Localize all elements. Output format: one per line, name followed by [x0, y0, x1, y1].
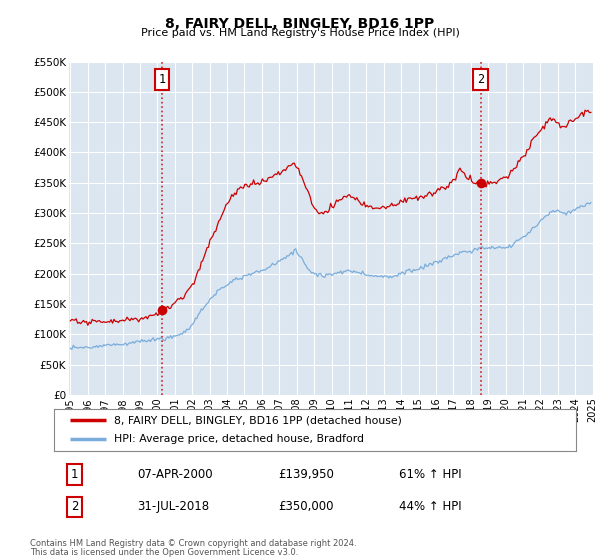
Text: 8, FAIRY DELL, BINGLEY, BD16 1PP (detached house): 8, FAIRY DELL, BINGLEY, BD16 1PP (detach… [114, 415, 402, 425]
Text: 1: 1 [158, 73, 166, 86]
Text: £350,000: £350,000 [278, 500, 334, 514]
Text: HPI: Average price, detached house, Bradford: HPI: Average price, detached house, Brad… [114, 435, 364, 445]
Text: 44% ↑ HPI: 44% ↑ HPI [398, 500, 461, 514]
Text: 07-APR-2000: 07-APR-2000 [137, 468, 213, 481]
Text: Contains HM Land Registry data © Crown copyright and database right 2024.: Contains HM Land Registry data © Crown c… [30, 539, 356, 548]
Text: 2: 2 [71, 500, 79, 514]
Text: 61% ↑ HPI: 61% ↑ HPI [398, 468, 461, 481]
Text: Price paid vs. HM Land Registry's House Price Index (HPI): Price paid vs. HM Land Registry's House … [140, 28, 460, 38]
Text: 1: 1 [71, 468, 79, 481]
Text: 2: 2 [477, 73, 484, 86]
Text: £139,950: £139,950 [278, 468, 334, 481]
Text: 31-JUL-2018: 31-JUL-2018 [137, 500, 209, 514]
Text: This data is licensed under the Open Government Licence v3.0.: This data is licensed under the Open Gov… [30, 548, 298, 557]
Text: 8, FAIRY DELL, BINGLEY, BD16 1PP: 8, FAIRY DELL, BINGLEY, BD16 1PP [166, 17, 434, 31]
